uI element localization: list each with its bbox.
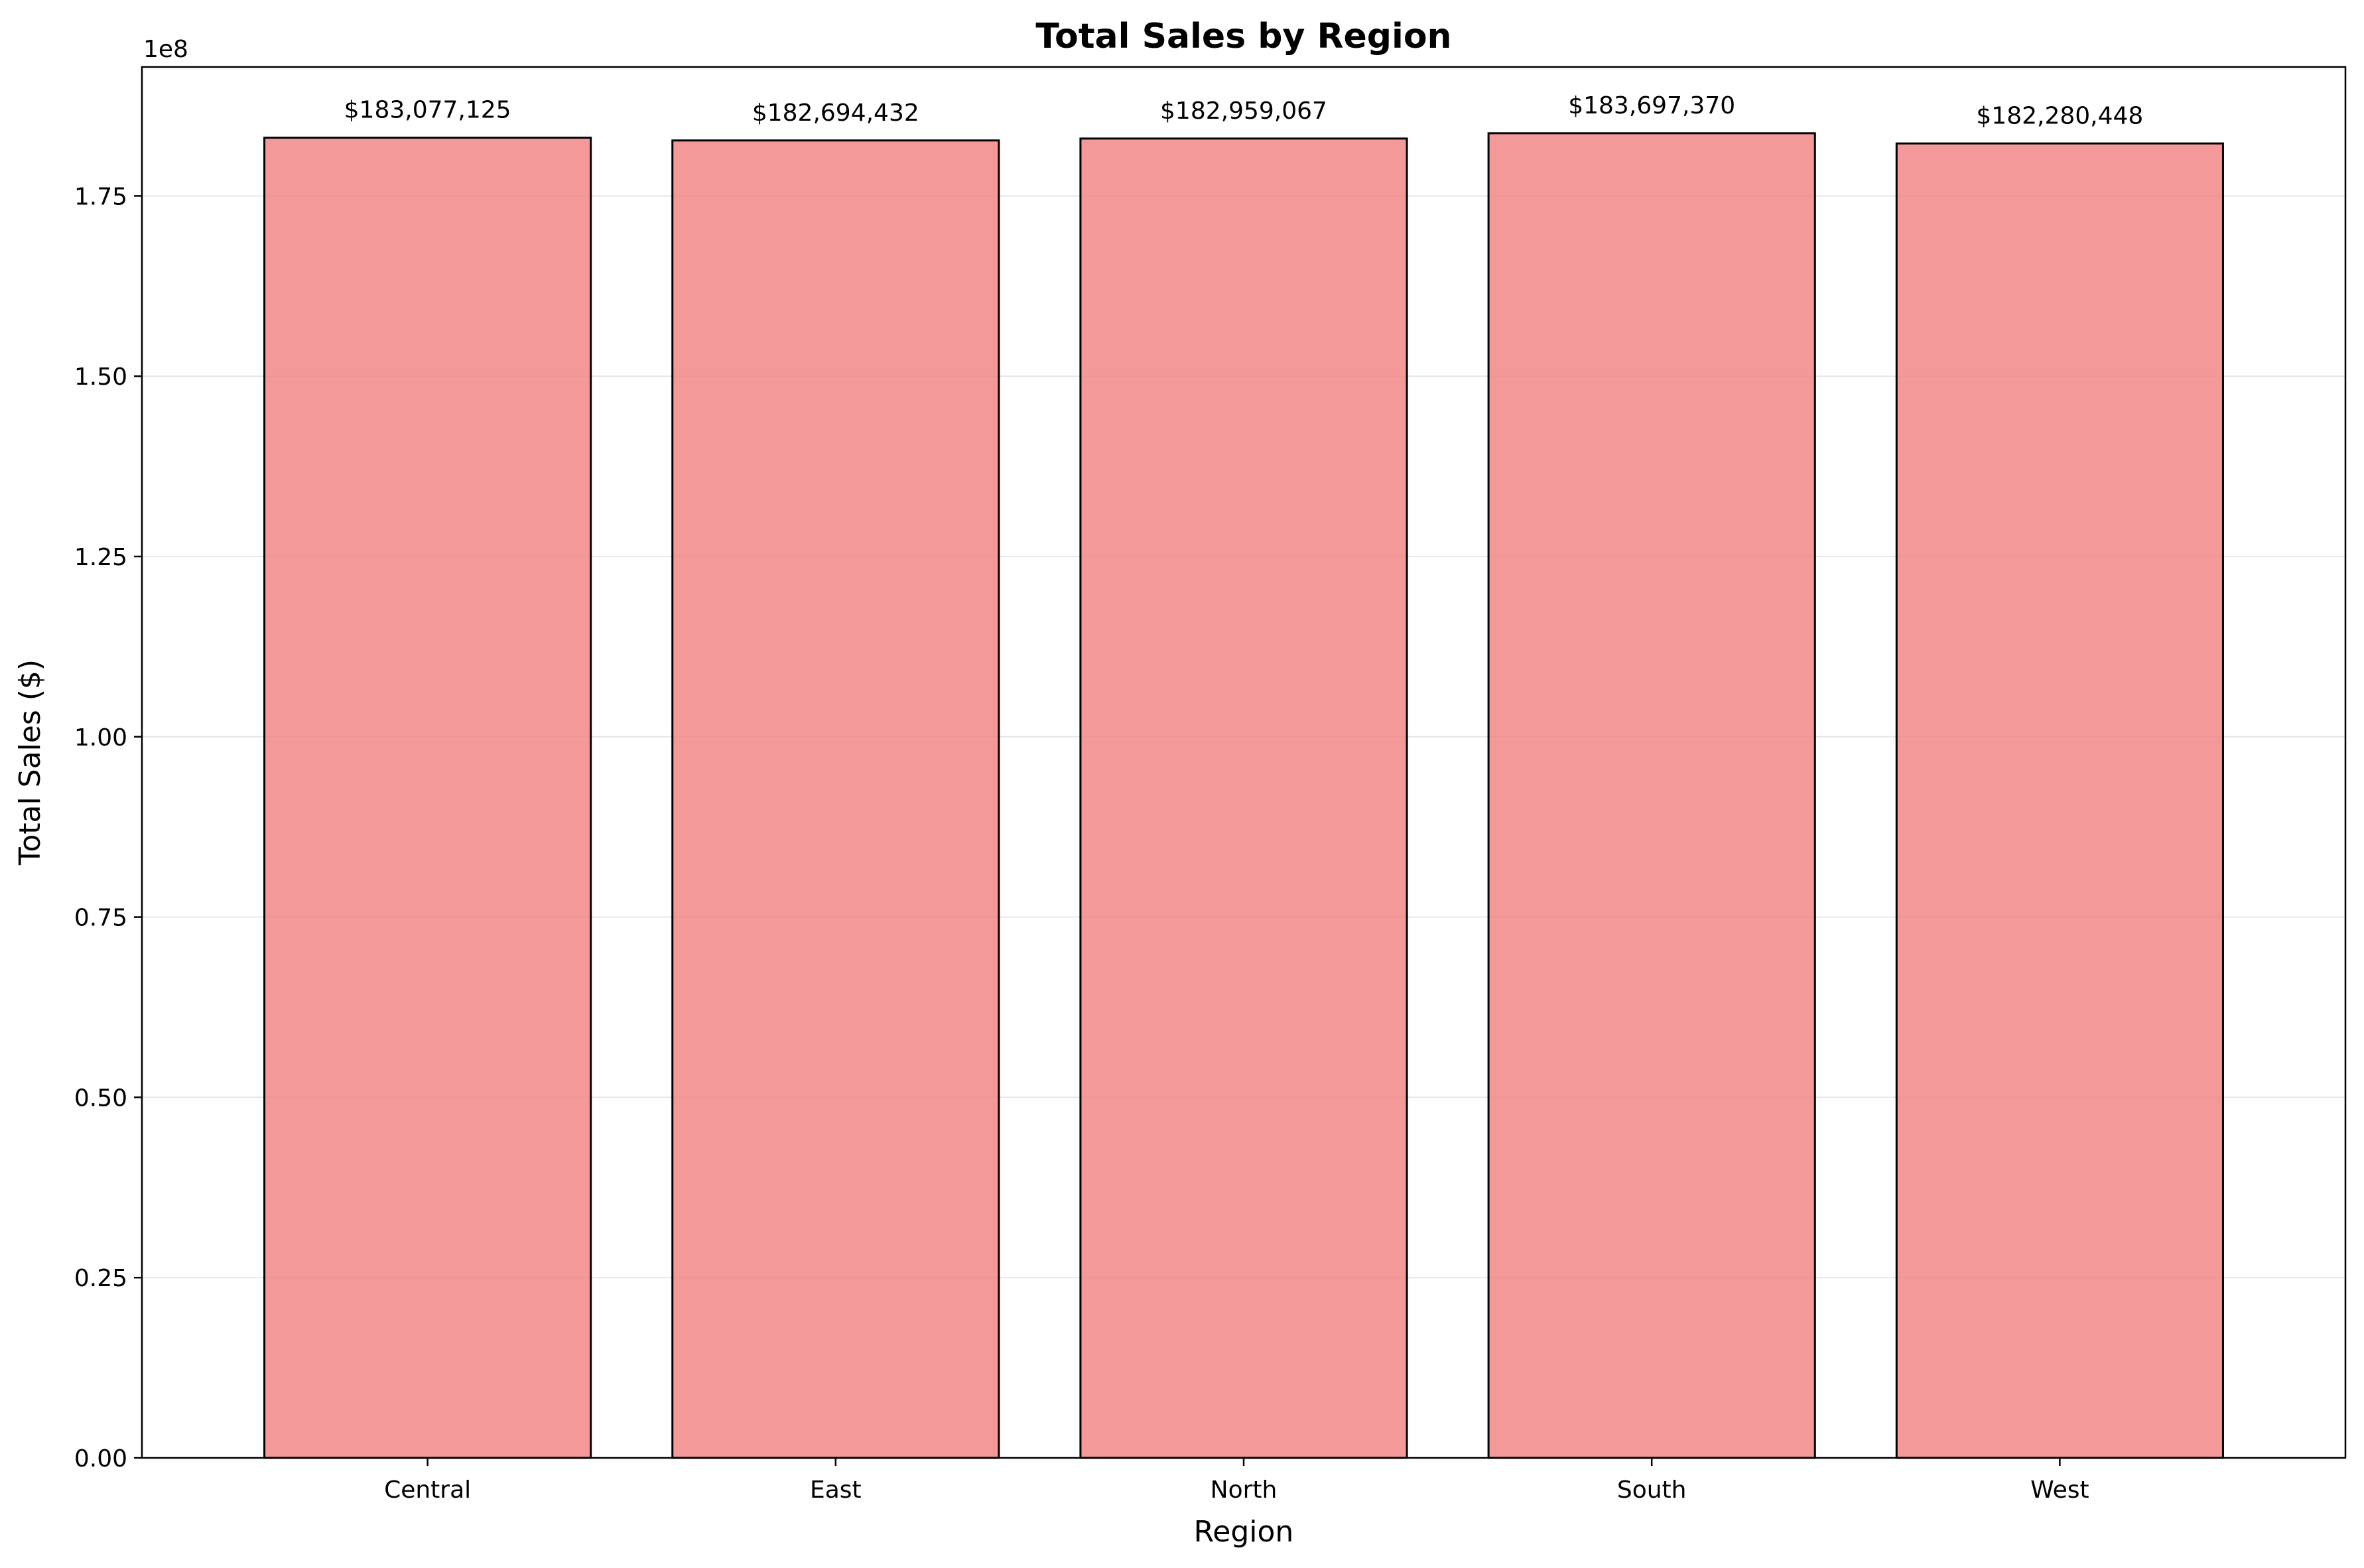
bar-central	[263, 137, 592, 1459]
value-labels: $183,077,125 $182,694,432 $182,959,067 $183…	[344, 92, 2144, 129]
bar-value-label: $183,077,125	[344, 97, 511, 124]
y-tick-label: 1.75	[74, 183, 127, 210]
x-tick-label: West	[2030, 1476, 2089, 1504]
bar-value-label: $182,694,432	[752, 99, 919, 127]
y-tick-label: 0.50	[74, 1084, 127, 1112]
y-tick-label: 0.75	[74, 905, 127, 932]
bars	[263, 132, 2224, 1459]
y-tick-label: 0.00	[74, 1445, 127, 1472]
bar-value-label: $183,697,370	[1568, 92, 1735, 119]
y-tick-label: 1.00	[74, 724, 127, 751]
bar-west	[1895, 142, 2224, 1459]
y-axis-label: Total Sales ($)	[13, 659, 47, 866]
x-axis-label: Region	[1194, 1515, 1294, 1549]
x-tick-label: Central	[384, 1476, 471, 1504]
bar-east	[671, 139, 1000, 1459]
y-tick-label: 1.50	[74, 363, 127, 391]
y-tick-label: 1.25	[74, 544, 127, 571]
bar-south	[1487, 132, 1816, 1459]
y-offset-label: 1e8	[143, 36, 188, 63]
chart-title: Total Sales by Region	[1035, 17, 1451, 56]
bar-north	[1079, 137, 1408, 1459]
y-tick-label: 0.25	[74, 1265, 127, 1292]
x-tick-label: East	[810, 1476, 862, 1504]
bar-value-label: $182,280,448	[1976, 102, 2143, 129]
bar-value-label: $182,959,067	[1160, 98, 1327, 125]
ticks: 0.00 0.25 0.50 0.75 1.00 1.25 1.50 1.75 Central E…	[74, 183, 2089, 1504]
x-tick-label: South	[1617, 1476, 1687, 1504]
x-tick-label: North	[1211, 1476, 1278, 1504]
